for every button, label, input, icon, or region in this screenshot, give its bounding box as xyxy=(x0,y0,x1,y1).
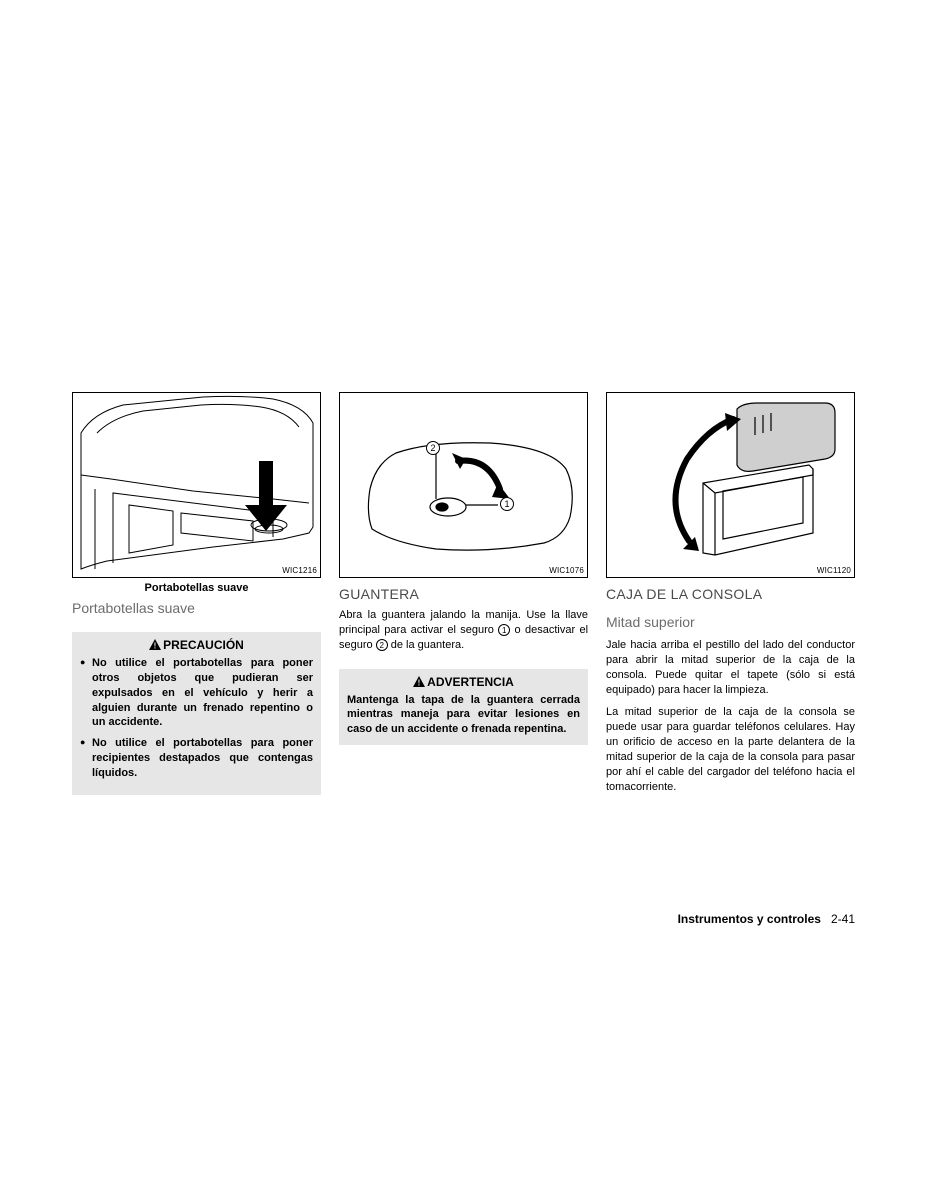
heading-guantera: GUANTERA xyxy=(339,586,588,602)
warning-icon: ! xyxy=(413,676,425,687)
warning-title-text: ADVERTENCIA xyxy=(427,675,514,689)
figure-code: WIC1216 xyxy=(282,566,317,575)
figure-portabotellas: WIC1216 xyxy=(72,392,321,578)
portabotellas-illustration xyxy=(73,393,320,577)
text-fragment: de la guantera. xyxy=(388,639,464,651)
figure-marker-1: 1 xyxy=(500,497,514,511)
column-2: 2 1 WIC1076 GUANTERA Abra la guantera ja… xyxy=(339,392,588,802)
heading-consola: CAJA DE LA CONSOLA xyxy=(606,586,855,602)
figure-marker-2: 2 xyxy=(426,441,440,455)
caution-box: ! PRECAUCIÓN No utilice el portabotellas… xyxy=(72,632,321,795)
subheading-mitad-superior: Mitad superior xyxy=(606,614,855,630)
consola-paragraph-2: La mitad superior de la caja de la conso… xyxy=(606,705,855,794)
guantera-paragraph: Abra la guantera jalando la manija. Use … xyxy=(339,608,588,653)
figure-code: WIC1120 xyxy=(817,566,851,575)
footer-chapter: Instrumentos y controles xyxy=(678,912,821,926)
caution-title-text: PRECAUCIÓN xyxy=(163,638,244,652)
figure-caption: Portabotellas suave xyxy=(72,582,321,594)
figure-guantera: 2 1 WIC1076 xyxy=(339,392,588,578)
caution-item: No utilice el portabotellas para poner o… xyxy=(80,656,313,730)
footer-page-number: 2-41 xyxy=(831,912,855,926)
column-3: WIC1120 CAJA DE LA CONSOLA Mitad superio… xyxy=(606,392,855,802)
warning-text: Mantenga la tapa de la guantera cerrada … xyxy=(347,693,580,738)
figure-code: WIC1076 xyxy=(549,566,584,575)
consola-paragraph-1: Jale hacia arriba el pestillo del lado d… xyxy=(606,638,855,697)
caution-title: ! PRECAUCIÓN xyxy=(80,638,313,652)
caution-item: No utilice el portabotellas para poner r… xyxy=(80,736,313,781)
column-1: WIC1216 Portabotellas suave Portabotella… xyxy=(72,392,321,802)
circled-number: 2 xyxy=(376,639,388,651)
warning-title: ! ADVERTENCIA xyxy=(347,675,580,689)
warning-box: ! ADVERTENCIA Mantenga la tapa de la gua… xyxy=(339,669,588,746)
svg-text:!: ! xyxy=(154,642,157,651)
page-content: WIC1216 Portabotellas suave Portabotella… xyxy=(72,392,855,802)
guantera-illustration xyxy=(340,393,587,577)
figure-consola: WIC1120 xyxy=(606,392,855,578)
page-footer: Instrumentos y controles 2-41 xyxy=(678,912,855,926)
svg-text:!: ! xyxy=(418,678,421,687)
caution-list: No utilice el portabotellas para poner o… xyxy=(80,656,313,781)
subheading-portabotellas: Portabotellas suave xyxy=(72,600,321,616)
consola-illustration xyxy=(607,393,854,577)
circled-number: 1 xyxy=(498,624,510,636)
warning-icon: ! xyxy=(149,639,161,650)
